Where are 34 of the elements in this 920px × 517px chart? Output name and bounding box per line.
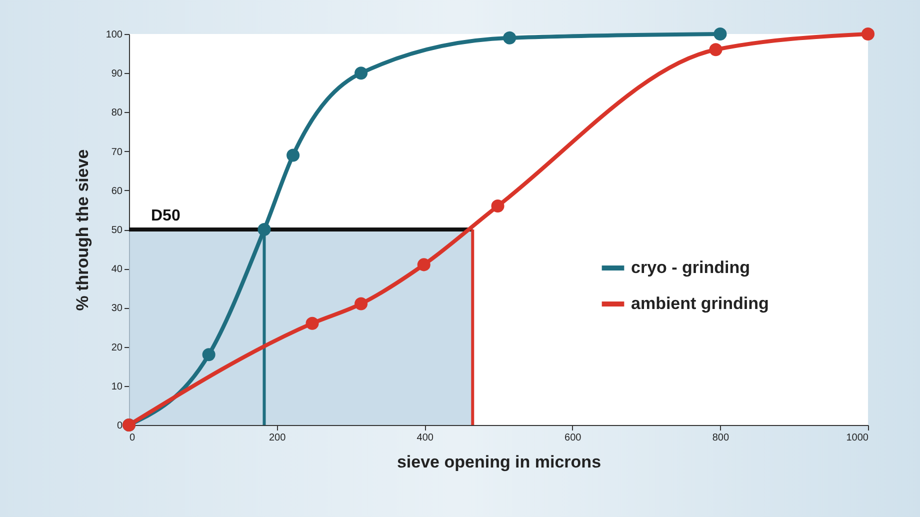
y-tick-label: 100: [106, 30, 123, 40]
point: [491, 200, 504, 213]
legend-label: ambient grinding: [631, 294, 769, 313]
y-tick-label: 90: [111, 68, 123, 80]
point: [354, 297, 368, 310]
point: [709, 43, 722, 56]
point: [258, 222, 271, 236]
x-axis-title: sieve opening in microns: [396, 452, 602, 472]
point: [354, 66, 368, 80]
y-tick-label: 70: [111, 146, 123, 158]
y-axis-title: % through the sieve: [72, 149, 92, 311]
y-tick-label: 80: [111, 108, 123, 119]
y-tick-label: 30: [111, 303, 123, 314]
point: [714, 27, 727, 41]
point: [417, 258, 430, 272]
x-tick-label: 600: [564, 432, 582, 444]
point: [306, 316, 319, 330]
x-tick-label: 200: [268, 432, 286, 444]
x-tick-label: 0: [130, 432, 136, 444]
y-tick-label: 60: [111, 186, 123, 197]
legend-label: cryo - grinding: [631, 258, 750, 277]
x-tick-label: 400: [416, 432, 434, 444]
x-tick-label: 800: [712, 432, 730, 444]
y-tick-label: 0: [116, 420, 123, 432]
point: [861, 27, 875, 41]
y-tick-label: 50: [111, 225, 123, 236]
point: [202, 348, 216, 362]
ref-line-label: D50: [151, 208, 180, 224]
y-tick-label: 20: [111, 342, 123, 354]
x-tick-label: 1000: [846, 432, 869, 444]
y-tick-label: 10: [111, 381, 123, 392]
point: [286, 148, 300, 162]
point: [503, 31, 516, 44]
y-tick-label: 40: [111, 264, 123, 276]
